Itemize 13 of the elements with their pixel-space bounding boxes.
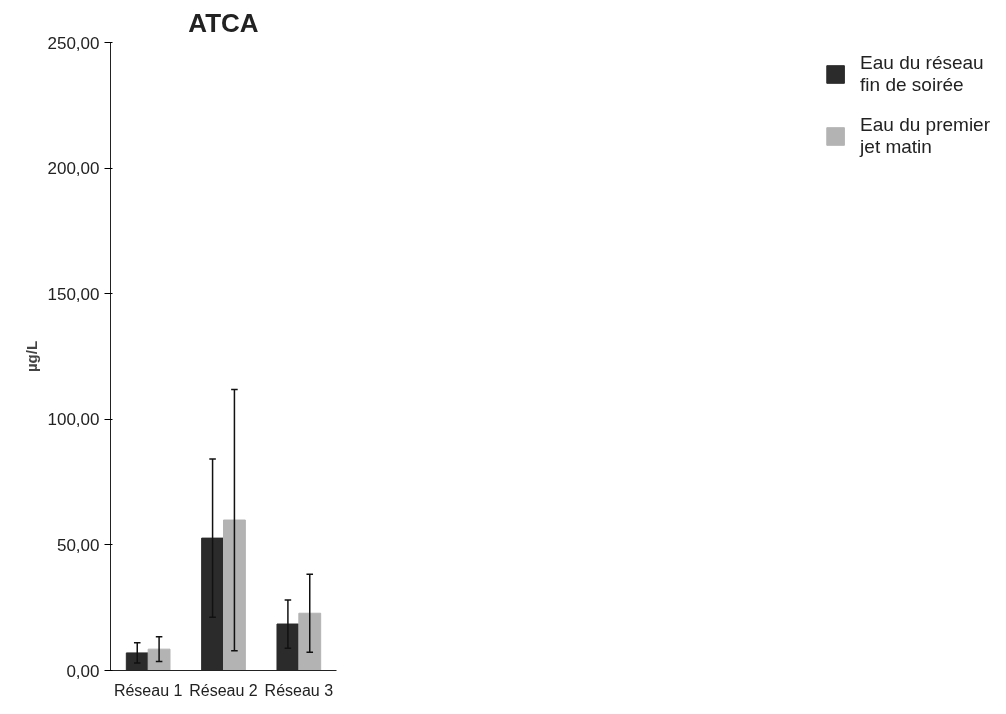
x-tick-label: Réseau 1 xyxy=(113,681,183,699)
y-tick-label: 250,00 xyxy=(47,33,100,53)
x-tick-label: Réseau 2 xyxy=(189,681,258,699)
y-tick-label: 200,00 xyxy=(47,159,100,179)
y-axis-title: µg/L xyxy=(22,340,40,373)
y-tick-label: 0,00 xyxy=(66,661,100,681)
chart-title: ATCA xyxy=(188,7,259,38)
y-tick-label: 150,00 xyxy=(47,284,100,304)
y-tick-label: 100,00 xyxy=(47,410,100,430)
legend-label: Eau du réseau fin de soirée xyxy=(860,52,984,96)
legend-label: Eau du premier jet matin xyxy=(860,114,990,158)
y-tick-label: 50,00 xyxy=(56,535,100,555)
x-tick-label: Réseau 3 xyxy=(264,681,334,699)
